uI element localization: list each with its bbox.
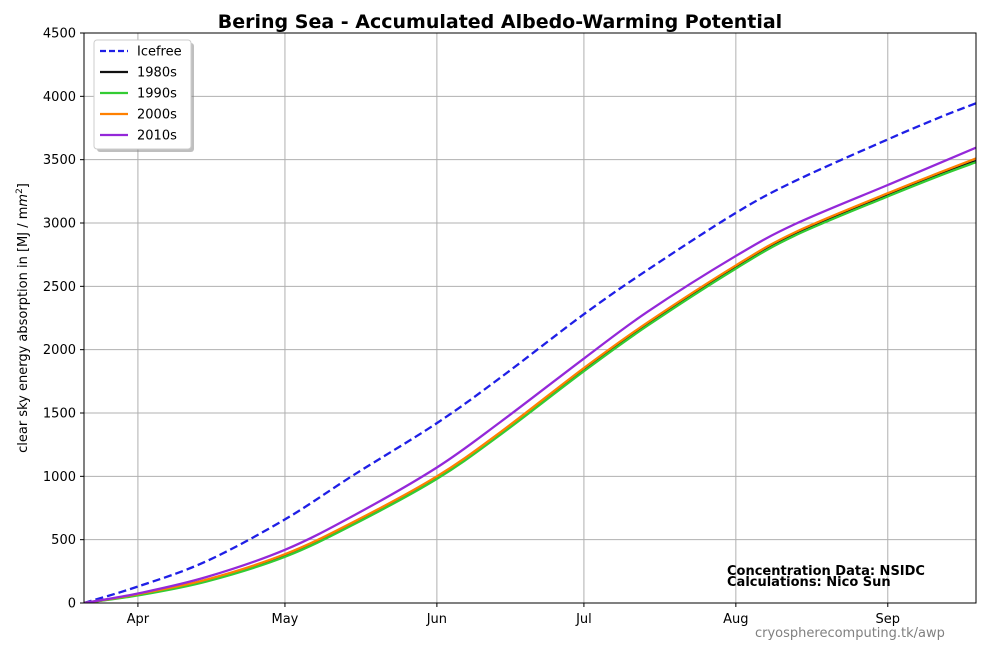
annotation-calculations: Calculations: Nico Sun [727,575,891,590]
y-tick-label: 2000 [43,343,76,358]
series-layer [84,102,976,603]
y-tick-label: 1500 [43,407,76,422]
y-axis-label-sup: 2 [15,188,25,194]
x-tick-label: Jun [426,612,447,627]
legend-box [93,39,192,150]
grid [84,32,976,604]
series-line-2010s [84,146,976,603]
y-axis-label-text: clear sky energy absorption in [MJ / m [16,207,31,453]
source-url: cryospherecomputing.tk/awp [755,626,945,641]
x-tick-label: Aug [723,612,748,627]
y-tick-label: 4500 [43,27,76,42]
x-tick-label: Apr [127,612,150,627]
x-tick-label: Jul [575,612,592,627]
y-tick-label: 1000 [43,470,76,485]
legend-label: 2000s [137,108,177,123]
x-tick-label: May [271,612,298,627]
chart-title: Bering Sea - Accumulated Albedo-Warming … [218,11,782,33]
legend-label: 1980s [137,66,177,81]
y-axis-label: clear sky energy absorption in [MJ / mm2… [15,183,31,453]
series-line-1980s [84,159,976,603]
series-line-1990s [84,161,976,603]
y-tick-label: 3500 [43,153,76,168]
x-tick-label: Sep [876,612,901,627]
plot-frame [83,32,977,604]
y-tick-label: 4000 [43,90,76,105]
legend-label: 1990s [137,87,177,102]
series-line-2000s [84,157,976,603]
legend-label: 2010s [137,129,177,144]
axis-ticks: 0 500 1000 1500 2000 2500 3000 3500 4000 4500 Apr M… [43,27,900,628]
y-tick-label: 500 [51,533,76,548]
legend: Icefree 1980s 1990s 2000s 2010s [93,39,194,152]
y-tick-label: 3000 [43,217,76,232]
y-tick-label: 2500 [43,280,76,295]
annotation-data-source: Concentration Data: NSIDC [727,564,925,579]
legend-label: Icefree [137,45,182,60]
y-axis-label-m: m [16,194,31,207]
y-axis-label-close: ] [16,183,31,188]
series-line-icefree [84,102,976,603]
y-tick-label: 0 [68,597,76,612]
